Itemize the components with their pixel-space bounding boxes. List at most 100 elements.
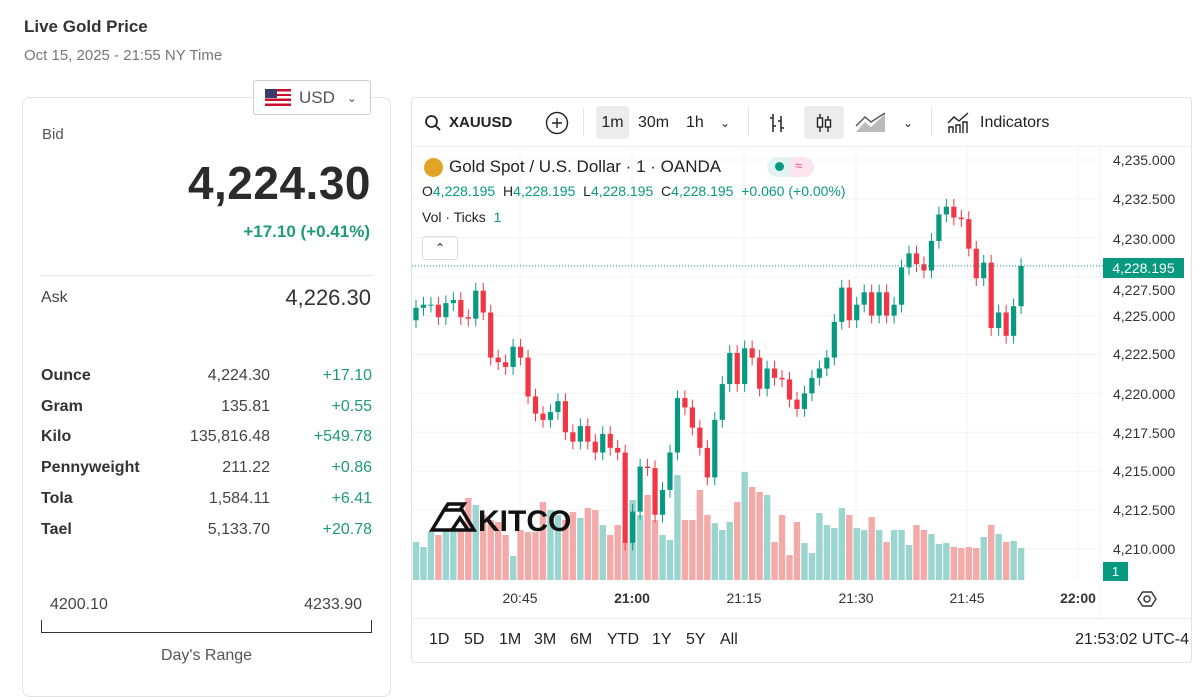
ohlc-bars-icon [770, 113, 784, 132]
kitco-wordmark: KITCO [478, 505, 571, 538]
candle-body [503, 362, 509, 367]
volume-bar [644, 495, 651, 580]
market-status-pill[interactable]: ≈ [767, 157, 814, 177]
chevron-up-icon: ⌃ [434, 241, 446, 255]
price-tick: 4,210.000 [1113, 541, 1176, 557]
volume-bar [584, 508, 592, 580]
symbol-search[interactable]: XAUUSD [424, 106, 512, 139]
volume-bar [651, 520, 659, 580]
range-all[interactable]: All [720, 631, 738, 648]
candle-body [682, 398, 688, 408]
candle-body [413, 307, 419, 321]
interval-1h[interactable]: 1h [686, 113, 704, 131]
volume-bar [853, 528, 860, 580]
range-5y[interactable]: 5Y [686, 631, 706, 648]
price-tick: 4,212.500 [1113, 502, 1176, 518]
candle-body [517, 346, 524, 358]
time-tick: 21:45 [949, 590, 985, 606]
unit-price: 135,816.48 [189, 428, 270, 445]
candle-body [973, 248, 979, 279]
candle-body [570, 432, 576, 442]
volume-bar [883, 542, 890, 580]
range-label: Day's Range [160, 647, 253, 664]
price-chart[interactable]: KITCO [0, 0, 1200, 673]
divider [412, 146, 1191, 147]
volume-bar [763, 495, 771, 580]
volume-bar [577, 518, 584, 580]
range-1m[interactable]: 1M [499, 631, 522, 648]
price-tick: 4,225.000 [1113, 308, 1176, 324]
volume-bar [778, 515, 786, 580]
chart-type-dropdown[interactable]: ⌄ [903, 106, 913, 139]
unit-row: Gram 135.81 +0.55 [41, 398, 372, 420]
volume-bar [412, 542, 420, 580]
candle-chart-type-button[interactable] [804, 106, 844, 139]
candle-body [615, 447, 621, 453]
candle-body [644, 466, 651, 469]
candle-body [1011, 306, 1017, 336]
candle-body [719, 384, 725, 420]
volume-value: 1 [493, 209, 502, 225]
range-ytd[interactable]: YTD [607, 631, 639, 648]
candle-body [749, 348, 755, 358]
candle-body [816, 368, 822, 378]
candle-body [562, 401, 568, 433]
indicators-label: Indicators [980, 113, 1050, 131]
price-tick: 4,215.000 [1113, 463, 1176, 479]
unit-change: +17.10 [322, 367, 372, 384]
interval-dropdown[interactable]: ⌄ [720, 106, 730, 139]
range-1d[interactable]: 1D [429, 631, 450, 648]
range-1y[interactable]: 1Y [652, 631, 672, 648]
collapse-legend-button[interactable]: ⌃ [422, 236, 458, 260]
volume-bar [741, 472, 748, 580]
candle-body [764, 368, 770, 389]
chart-title: Gold Spot / U.S. Dollar · 1 · OANDA [449, 157, 722, 176]
candle-body [936, 214, 942, 241]
volume-bar [875, 530, 883, 580]
volume-bar [846, 515, 853, 580]
candlestick-icon [816, 113, 832, 132]
candle-body [473, 290, 479, 319]
interval-30m[interactable]: 30m [638, 113, 670, 131]
settings-icon[interactable] [1137, 589, 1157, 609]
currency-select[interactable]: USD ⌄ [253, 80, 371, 115]
candle-body [458, 300, 464, 318]
candle-body [727, 352, 733, 385]
candle-body [884, 292, 890, 316]
volume-bar [748, 487, 756, 580]
volume-bar [494, 522, 502, 580]
low-label: L [583, 183, 591, 199]
candle-body [465, 317, 471, 319]
volume-bar [943, 543, 950, 580]
candle-body [443, 303, 449, 318]
kitco-logo: KITCO [428, 502, 571, 538]
interval-1m[interactable]: 1m [596, 106, 629, 139]
bar-chart-type-button[interactable] [766, 106, 788, 139]
candle-body [734, 352, 740, 385]
candle-body [958, 217, 964, 220]
volume-bar [801, 543, 808, 580]
unit-row: Kilo 135,816.48 +549.78 [41, 428, 372, 450]
range-6m[interactable]: 6M [570, 631, 593, 648]
candle-body [510, 346, 516, 367]
volume-bar [614, 525, 621, 580]
price-tick: 4,235.000 [1113, 152, 1176, 168]
volume-bar [980, 537, 987, 580]
volume-bar [920, 530, 928, 580]
candle-body [988, 262, 994, 329]
volume-bar [517, 530, 524, 580]
range-3m[interactable]: 3M [534, 631, 557, 648]
indicators-button[interactable]: Indicators [946, 106, 1049, 139]
unit-name: Gram [41, 398, 83, 415]
range-5d[interactable]: 5D [464, 631, 485, 648]
compare-button[interactable] [545, 106, 569, 139]
unit-change: +549.78 [313, 428, 372, 445]
volume-bar [502, 535, 509, 580]
candle-body [981, 262, 987, 279]
area-chart-type-button[interactable] [855, 106, 887, 139]
indicators-icon [947, 111, 969, 133]
gold-coin-icon [424, 157, 443, 177]
price-tick: 4,217.500 [1113, 425, 1176, 441]
volume-label: Vol · Ticks [422, 209, 486, 225]
low-value: 4,228.195 [590, 183, 654, 199]
